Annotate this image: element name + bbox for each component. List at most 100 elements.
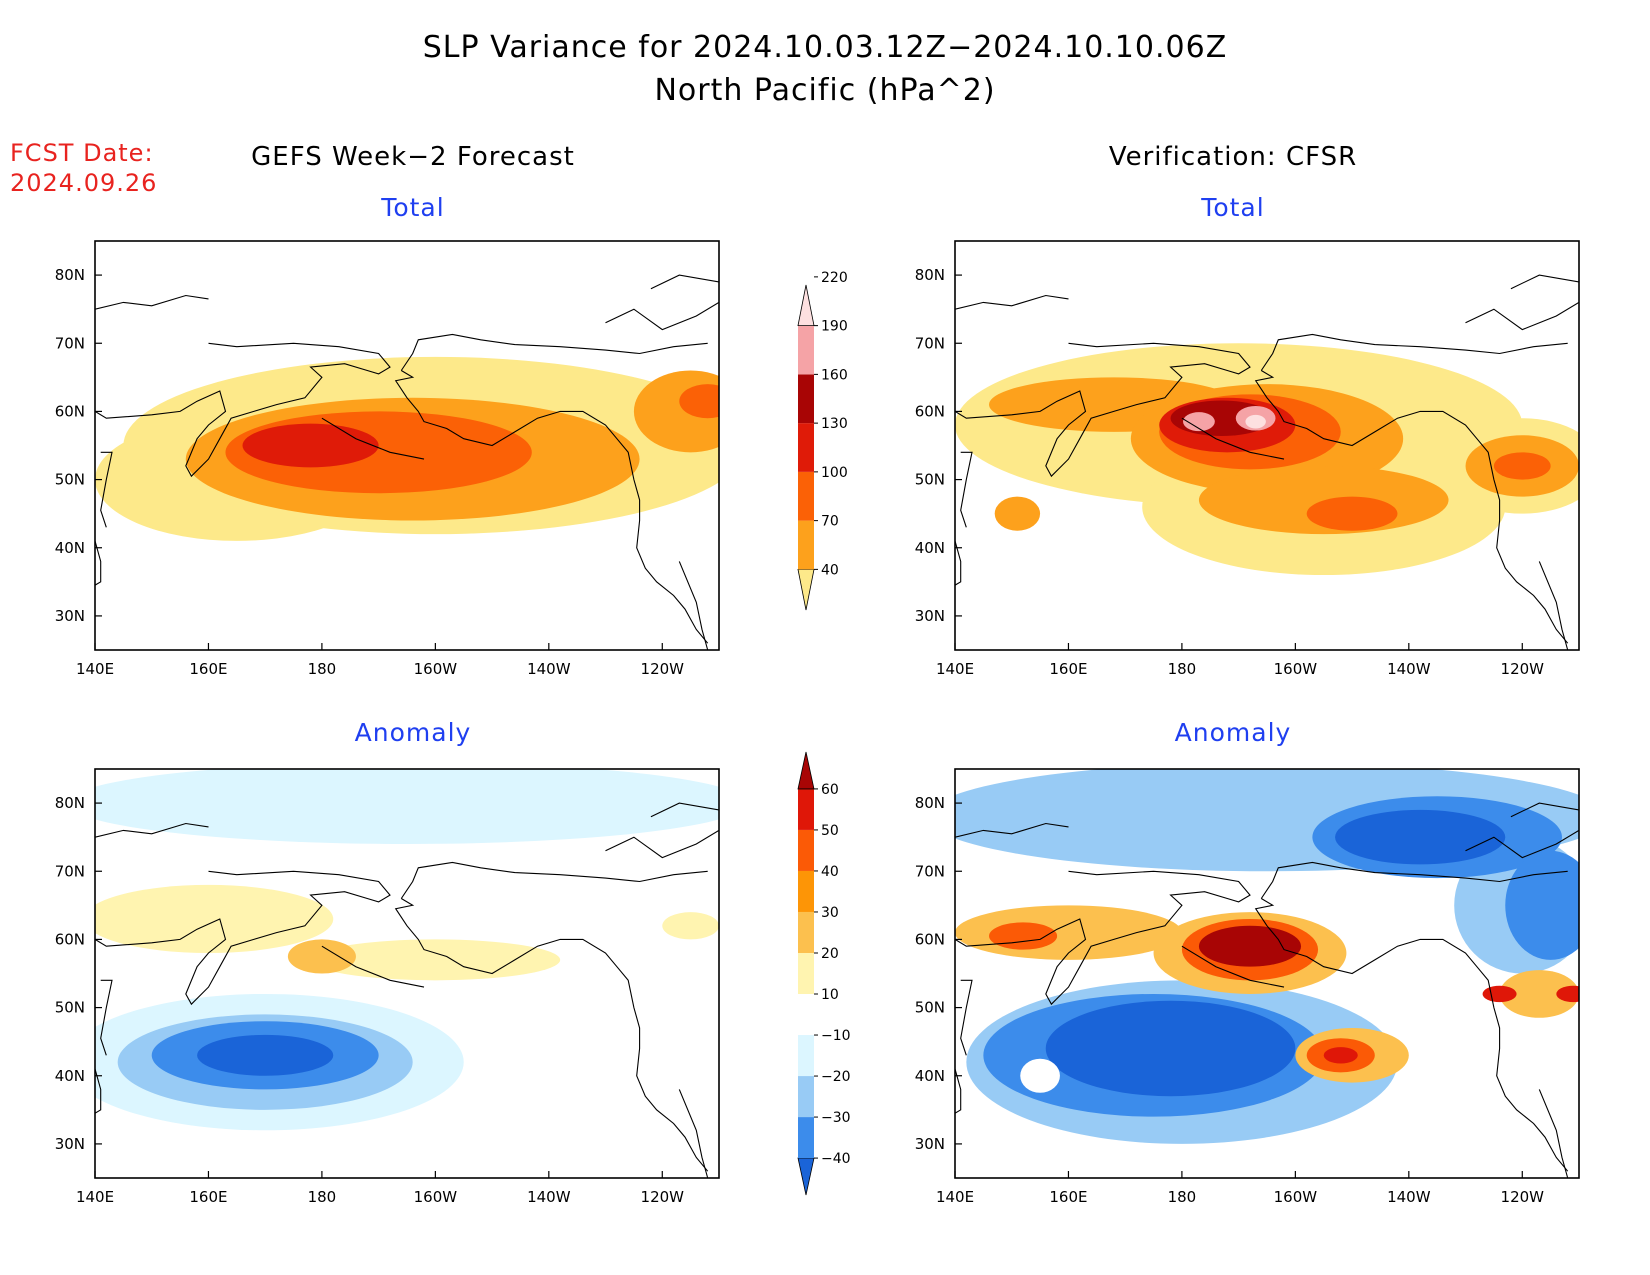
shaded-region: [1493, 452, 1551, 480]
lat-tick-label: 60N: [915, 930, 945, 948]
lat-tick-label: 60N: [55, 402, 85, 420]
map-panel-bottom-left: 140E 160E 180 160W 140W 120W 30N 40N 50N 60N 70N 80…: [55, 768, 720, 1206]
shaded-field: [95, 241, 719, 650]
colorbar-swatch: [798, 911, 814, 953]
colorbar-label: −40: [821, 1151, 851, 1167]
lat-tick-label: 70N: [915, 334, 945, 352]
coastline: [955, 274, 1579, 650]
colorbar-swatch: [798, 994, 814, 1036]
coastline: [95, 802, 719, 1178]
shaded-region: [287, 939, 356, 974]
lon-tick-label: 140E: [936, 1188, 974, 1206]
lat-tick-label: 70N: [55, 334, 85, 352]
map-frame: [94, 240, 720, 651]
colorbar-label: 100: [821, 465, 848, 481]
lon-tick-label: 160E: [189, 660, 227, 678]
colorbar-arrow-high: [797, 284, 815, 327]
colorbar-label: 30: [821, 905, 839, 921]
coastline: [95, 274, 719, 650]
colorbar-swatch: [798, 829, 814, 871]
colorbar-swatch: [798, 1076, 814, 1118]
colorbar-label: 70: [821, 514, 839, 530]
colorbar-label: −30: [821, 1110, 851, 1126]
panel-title-bottom-left: Anomaly: [354, 718, 472, 747]
colorbar-label: 60: [821, 782, 839, 798]
colorbar-arrow-high: [797, 751, 815, 790]
lat-tick-label: 50N: [55, 999, 85, 1017]
shaded-region: [1045, 1000, 1296, 1097]
lat-tick-label: 60N: [915, 402, 945, 420]
shaded-region: [679, 384, 719, 419]
lon-tick-label: 160W: [414, 660, 458, 678]
lon-tick-label: 160W: [1274, 660, 1318, 678]
lat-tick-label: 30N: [915, 1135, 945, 1153]
shaded-region: [662, 912, 719, 940]
colorbar-swatch: [798, 374, 814, 424]
shaded-field: [955, 241, 1579, 650]
lat-tick-label: 50N: [55, 471, 85, 489]
main-title-line-2: North Pacific (hPa^2): [654, 73, 996, 108]
colorbar-label: 40: [821, 562, 839, 578]
colorbar-arrow-low: [797, 1157, 815, 1196]
lon-tick-label: 180: [308, 660, 337, 678]
right-column-title: Verification: CFSR: [1108, 142, 1358, 172]
colorbar-label: 20: [821, 946, 839, 962]
lat-tick-label: 40N: [915, 539, 945, 557]
colorbar-swatch: [798, 952, 814, 995]
map-panel-bottom-right: 140E 160E 180 160W 140W 120W 30N 40N 50N 60N 70N 80…: [915, 768, 1580, 1206]
colorbar-swatch: [798, 1117, 814, 1159]
lon-tick-label: 160E: [1049, 1188, 1087, 1206]
lon-tick-label: 140E: [76, 660, 114, 678]
lat-tick-label: 80N: [55, 266, 85, 284]
colorbar-label: 190: [821, 319, 848, 335]
colorbar-swatch: [798, 471, 814, 521]
lat-tick-label: 60N: [55, 930, 85, 948]
lon-tick-label: 180: [308, 1188, 337, 1206]
shaded-region: [1335, 809, 1506, 865]
lon-tick-label: 140W: [527, 660, 571, 678]
colorbar-label: 10: [821, 987, 839, 1003]
lon-tick-label: 160E: [189, 1188, 227, 1206]
shaded-region: [1183, 412, 1215, 432]
shaded-region: [197, 1034, 334, 1076]
shaded-region: [1482, 985, 1517, 1003]
map-frame: [954, 240, 1580, 651]
lat-tick-label: 30N: [55, 607, 85, 625]
map-panel-top-left: 140E 160E 180 160W 140W 120W 30N 40N 50N 60N 70N 80…: [55, 240, 720, 678]
lat-tick-label: 70N: [915, 862, 945, 880]
colorbar-swatch: [798, 788, 814, 830]
shaded-field: [955, 769, 1579, 1178]
shaded-region: [1245, 414, 1266, 429]
colorbar-swatch: [798, 423, 814, 472]
lat-tick-label: 80N: [915, 794, 945, 812]
lat-tick-label: 50N: [915, 999, 945, 1017]
lon-tick-label: 140W: [1387, 1188, 1431, 1206]
shaded-region: [1556, 985, 1579, 1003]
lon-tick-label: 120W: [641, 660, 685, 678]
colorbar-label: −20: [821, 1069, 851, 1085]
lat-tick-label: 30N: [55, 1135, 85, 1153]
lat-tick-label: 40N: [55, 539, 85, 557]
lon-tick-label: 160W: [1274, 1188, 1318, 1206]
lon-tick-label: 120W: [1501, 1188, 1545, 1206]
shaded-field: [95, 769, 719, 1178]
shaded-region: [1198, 925, 1302, 967]
total-colorbar: 40 70 100 130 160 190 220: [797, 270, 848, 611]
coastline: [955, 802, 1579, 1178]
shaded-region: [95, 769, 719, 844]
shaded-region: [1323, 1047, 1358, 1064]
colorbar-label: 160: [821, 367, 848, 383]
colorbar-label: 130: [821, 416, 848, 432]
colorbar-arrow-low: [797, 568, 815, 611]
colorbar-label: 40: [821, 864, 839, 880]
shaded-region: [1020, 1058, 1060, 1093]
panel-title-top-right: Total: [1201, 193, 1265, 222]
lon-tick-label: 140E: [936, 660, 974, 678]
lat-tick-label: 50N: [915, 471, 945, 489]
panel-title-bottom-right: Anomaly: [1174, 718, 1292, 747]
lon-tick-label: 180: [1168, 1188, 1197, 1206]
map-frame: [94, 768, 720, 1179]
lon-tick-label: 140W: [527, 1188, 571, 1206]
map-frame: [954, 768, 1580, 1179]
shaded-region: [1306, 496, 1398, 531]
